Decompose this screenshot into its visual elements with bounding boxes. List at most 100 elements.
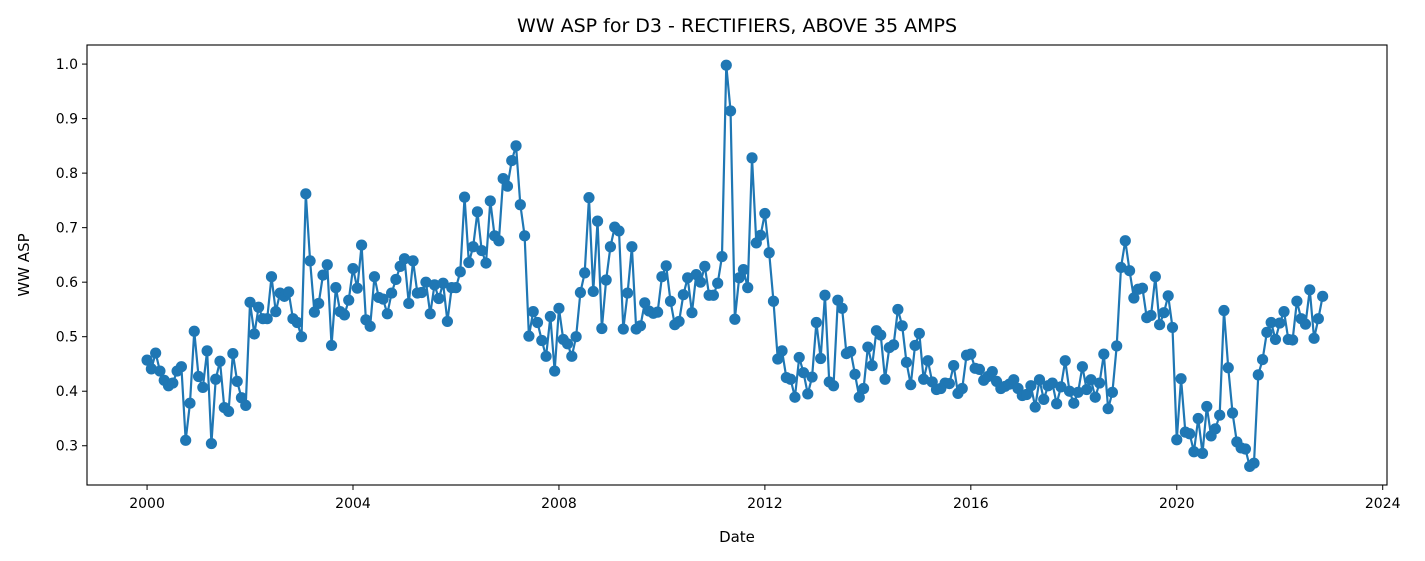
data-point	[192, 370, 205, 383]
data-point	[1312, 313, 1324, 325]
data-point	[1089, 391, 1101, 403]
data-point	[467, 241, 479, 253]
data-point	[295, 331, 308, 343]
data-point	[621, 287, 634, 299]
data-point	[986, 365, 998, 378]
data-point	[420, 276, 432, 288]
data-point	[918, 373, 930, 385]
data-point	[227, 348, 239, 360]
data-point	[347, 262, 359, 275]
data-point	[797, 367, 810, 379]
data-point	[283, 286, 295, 298]
data-point	[626, 241, 638, 253]
data-point	[1136, 282, 1149, 294]
data-point	[815, 352, 827, 365]
data-point	[673, 315, 685, 328]
data-point	[240, 399, 252, 411]
data-point	[1068, 397, 1080, 409]
data-point	[1154, 319, 1166, 331]
y-tick-label: 0.3	[56, 439, 78, 455]
data-point	[1256, 354, 1269, 366]
data-point	[827, 380, 840, 392]
data-point	[892, 303, 904, 316]
data-point	[506, 154, 518, 167]
data-point	[652, 306, 664, 318]
data-point	[510, 140, 522, 152]
data-point	[1076, 361, 1088, 373]
data-point	[755, 229, 767, 241]
data-point	[398, 253, 411, 265]
data-point	[862, 341, 874, 353]
data-point	[141, 354, 153, 366]
data-point	[244, 296, 256, 308]
data-point	[403, 297, 415, 310]
data-point	[270, 306, 282, 318]
data-point	[1115, 261, 1127, 274]
data-point	[574, 286, 587, 299]
data-point	[325, 339, 338, 352]
data-point	[1196, 447, 1209, 459]
data-point	[1123, 265, 1136, 277]
data-point	[561, 338, 574, 350]
y-tick-label: 0.8	[56, 166, 78, 182]
data-point	[1278, 306, 1290, 318]
data-point	[716, 250, 728, 263]
data-point	[583, 192, 595, 204]
data-point	[1145, 309, 1157, 322]
data-point	[785, 373, 797, 385]
y-tick-label: 0.5	[56, 330, 78, 346]
data-point	[416, 286, 428, 299]
data-point	[364, 320, 376, 332]
data-point	[1175, 373, 1187, 385]
data-point	[1218, 304, 1230, 317]
data-point	[222, 405, 235, 417]
data-point	[484, 195, 496, 207]
data-point	[476, 244, 488, 257]
data-point	[900, 356, 913, 368]
data-point	[407, 255, 419, 267]
data-point	[253, 301, 265, 313]
data-point	[1111, 340, 1123, 352]
y-tick-label: 0.7	[56, 221, 78, 237]
data-point	[248, 328, 260, 340]
data-point	[694, 276, 707, 288]
data-point	[566, 350, 578, 362]
y-tick-label: 1.0	[56, 57, 78, 73]
data-point	[763, 247, 775, 259]
data-point	[1265, 316, 1277, 329]
data-point	[463, 256, 475, 269]
data-point	[1055, 381, 1067, 393]
data-point	[746, 152, 758, 164]
x-tick-label: 2024	[1365, 496, 1401, 512]
x-axis-label: Date	[719, 528, 755, 546]
data-point	[527, 306, 539, 318]
data-point	[579, 267, 591, 279]
data-point	[1038, 393, 1050, 405]
y-axis-label: WW ASP	[15, 233, 33, 296]
data-point	[180, 434, 192, 446]
data-point	[1226, 407, 1239, 419]
data-point	[720, 59, 732, 71]
data-point	[879, 373, 891, 385]
data-point	[1192, 412, 1204, 425]
y-tick-label: 0.9	[56, 112, 78, 128]
data-point	[1222, 362, 1234, 374]
data-point	[857, 382, 870, 395]
data-point	[1287, 334, 1299, 346]
data-point	[742, 282, 754, 294]
data-point	[368, 271, 381, 283]
data-point	[265, 271, 278, 283]
data-point	[536, 334, 548, 347]
data-point	[617, 323, 629, 335]
data-point	[458, 191, 471, 203]
data-point	[1008, 374, 1020, 386]
data-point	[913, 327, 925, 340]
data-point	[1158, 307, 1170, 319]
data-point	[1308, 332, 1320, 344]
data-point	[1021, 388, 1033, 401]
data-point	[1063, 385, 1076, 397]
x-tick-label: 2020	[1159, 496, 1195, 512]
data-point	[1274, 317, 1286, 329]
data-point	[317, 269, 329, 281]
